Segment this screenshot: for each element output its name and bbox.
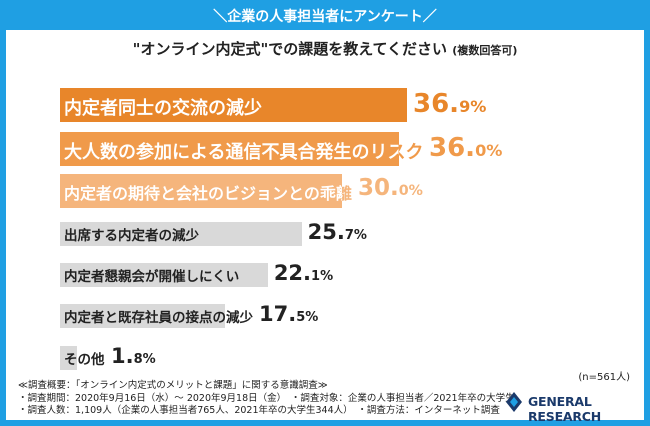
chart-value-label: 36.9% [413,89,487,119]
sample-size: (n=561人) [578,372,630,383]
survey-card: ＼企業の人事担当者にアンケート／ "オンライン内定式"での課題を教えてください … [6,4,644,424]
survey-footnotes: ≪調査概要：「オンライン内定式のメリットと課題」に関する意識調査≫ ・調査期間：… [18,380,515,418]
chart-bar [60,304,225,328]
chart-category-label: 内定者懇親会が開催しにくい [64,269,240,285]
chart-bar [60,222,302,246]
chart-category-label: その他 [64,352,105,368]
chart-value-label: 17.5% [259,302,319,326]
chart-bar [60,346,77,370]
footnote-line: ≪調査概要：「オンライン内定式のメリットと課題」に関する意識調査≫ [18,380,328,391]
chart-category-label: 大人数の参加による通信不具合発生のリスク [64,138,423,164]
chart-bar [60,174,343,208]
chart-title-text: "オンライン内定式"での課題を教えてください [132,40,448,58]
chart-value-label: 1.8% [111,344,156,368]
chart-bar [60,132,399,166]
chart-bar [60,88,407,122]
footnote-line: ・調査期間：2020年9月16日（水）～ 2020年9月18日（金） ・調査対象… [18,392,515,404]
chart-value-label: 36.0% [429,133,503,163]
logo-text: GENERAL RESEARCH [528,394,602,424]
chart-value-label: 25.7% [307,220,367,244]
general-research-logo-icon [506,392,522,412]
chart-title-note: (複数回答可) [452,44,518,57]
chart-bar [60,263,268,287]
footnote-line: ・調査人数：1,109人（企業の人事担当者765人、2021年卒の大学生344人… [18,405,500,416]
chart-category-label: 内定者と既存社員の接点の減少 [64,310,253,326]
chart-category-label: 内定者の期待と会社のビジョンとの乖離 [64,180,352,204]
chart-category-label: 内定者同士の交流の減少 [64,94,262,120]
chart-value-label: 30.0% [358,175,423,201]
chart-title: "オンライン内定式"での課題を教えてください (複数回答可) [6,38,644,59]
survey-banner: ＼企業の人事担当者にアンケート／ [6,4,644,30]
chart-value-label: 22.1% [273,261,334,285]
chart-category-label: 出席する内定者の減少 [64,228,199,244]
